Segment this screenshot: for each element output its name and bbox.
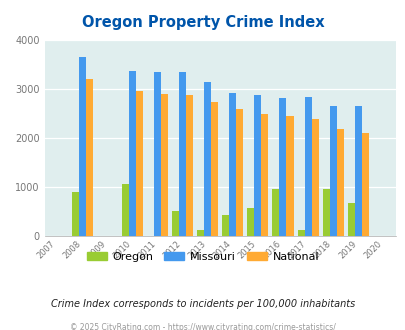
Bar	[347, 203, 354, 236]
Bar	[236, 109, 243, 236]
Bar	[304, 97, 311, 236]
Bar	[254, 95, 261, 236]
Bar	[211, 102, 218, 236]
Bar	[322, 189, 329, 236]
Bar	[336, 129, 343, 236]
Bar	[261, 114, 268, 236]
Bar	[229, 93, 236, 236]
Bar	[79, 57, 85, 236]
Bar	[222, 215, 229, 236]
Bar	[172, 212, 179, 236]
Bar	[354, 106, 361, 236]
Text: © 2025 CityRating.com - https://www.cityrating.com/crime-statistics/: © 2025 CityRating.com - https://www.city…	[70, 323, 335, 330]
Bar	[272, 189, 279, 236]
Bar	[185, 95, 193, 236]
Bar	[129, 71, 136, 236]
Bar	[136, 91, 143, 236]
Bar	[311, 119, 318, 236]
Bar	[153, 72, 161, 236]
Bar	[329, 106, 336, 236]
Legend: Oregon, Missouri, National: Oregon, Missouri, National	[82, 248, 323, 267]
Bar	[197, 230, 204, 236]
Bar	[85, 79, 93, 236]
Bar	[286, 116, 293, 236]
Text: Crime Index corresponds to incidents per 100,000 inhabitants: Crime Index corresponds to incidents per…	[51, 299, 354, 309]
Bar	[179, 72, 185, 236]
Bar	[297, 230, 304, 236]
Bar	[122, 184, 129, 236]
Text: Oregon Property Crime Index: Oregon Property Crime Index	[81, 15, 324, 30]
Bar	[161, 94, 168, 236]
Bar	[72, 192, 79, 236]
Bar	[361, 133, 368, 236]
Bar	[279, 98, 286, 236]
Bar	[204, 82, 211, 236]
Bar	[247, 209, 254, 236]
